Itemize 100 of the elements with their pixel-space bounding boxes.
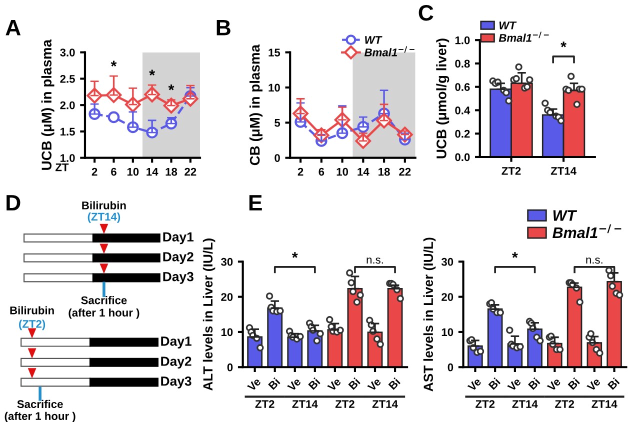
x-tick-label: Bi	[488, 377, 500, 390]
x-tick-label: ZT14	[550, 167, 576, 175]
x-tick-label: 6	[318, 168, 324, 176]
y-tick-label: 30	[220, 258, 233, 266]
y-tick-label: 2.0	[60, 101, 75, 110]
annotation: *	[149, 70, 156, 76]
legend-label: WT	[553, 210, 578, 221]
chart-title: A	[6, 20, 21, 36]
chart-title: E	[249, 195, 262, 210]
y-tick-label: 30	[441, 258, 454, 266]
y-tick-label: 10	[442, 328, 454, 336]
x-tick-label: Ve	[546, 377, 562, 392]
text: ZT14	[292, 400, 318, 408]
x-tick-label: Ve	[286, 377, 302, 392]
annotation: n.s.	[586, 258, 602, 264]
text: Day2	[161, 356, 192, 369]
text: (after 1 hour )	[4, 412, 76, 422]
legend-label: WT	[365, 36, 382, 44]
x-tick-label: 18	[166, 168, 178, 176]
y-axis-title: AST levels in Liver (IU/L)	[423, 238, 436, 392]
text: (after 1 hour )	[68, 308, 140, 319]
annotation: *	[110, 60, 117, 66]
chart-title: B	[216, 20, 230, 36]
text: Bilirubin	[10, 306, 54, 314]
y-tick-label: 20	[221, 293, 233, 301]
text: Day1	[161, 336, 192, 348]
x-tick-label: 14	[358, 168, 370, 176]
legend-label: Bmal1$^{−/−}$	[552, 224, 622, 238]
x-tick-label: 10	[336, 168, 348, 176]
y-tick-label: 5	[274, 119, 280, 127]
legend-label: WT	[499, 22, 517, 30]
text: Sacrifice	[81, 296, 127, 304]
y-axis-title: UCB (μM) in plasma	[41, 39, 54, 170]
x-tick-label: Bi	[308, 377, 320, 390]
text: *	[512, 252, 518, 258]
x-tick-label: 18	[378, 168, 390, 176]
x-tick-label: ZT2	[502, 167, 521, 175]
text: Day3	[161, 376, 192, 388]
x-tick-label: 2	[92, 168, 98, 176]
text: ZT2	[335, 400, 354, 408]
x-tick-label: Bi	[567, 377, 580, 390]
x-tick-label: Bi	[528, 377, 540, 390]
text: ZT2	[476, 400, 495, 408]
y-tick-label: 20	[442, 293, 454, 301]
y-tick-label: 0.6	[455, 83, 470, 91]
x-tick-label: Ve	[586, 377, 601, 392]
y-axis-title: UCB (μmol/g liver)	[436, 38, 450, 158]
y-tick-label: 1.5	[60, 128, 75, 136]
y-tick-label: 0.8	[455, 60, 470, 68]
text: Bilirubin	[82, 201, 126, 210]
text: Day1	[163, 232, 194, 244]
x-tick-label: 22	[184, 168, 196, 176]
text: Day2	[163, 252, 194, 264]
text: Sacrifice	[17, 400, 63, 408]
legend-label: Bmal1$^{−/−}$	[498, 32, 549, 42]
x-tick-label: 22	[399, 168, 411, 176]
y-axis-title: ALT levels in Liver (IU/L)	[202, 238, 216, 391]
y-tick-label: 0	[227, 363, 233, 372]
x-tick-label: Ve	[246, 377, 262, 392]
x-tick-label: Ve	[467, 377, 482, 392]
y-tick-label: 2.5	[60, 74, 75, 83]
x-tick-label: Ve	[367, 377, 382, 392]
text: (ZT2)	[19, 320, 46, 330]
text: D	[6, 195, 20, 210]
y-tick-label: 1.0	[60, 154, 75, 162]
x-tick-label: 14	[146, 168, 158, 176]
x-tick-label: 6	[111, 168, 116, 176]
y-tick-label: 1.0	[455, 36, 470, 44]
text: Day3	[163, 272, 194, 284]
x-tick-label: Ve	[327, 377, 342, 392]
x-tick-label: Bi	[348, 377, 360, 390]
y-tick-label: 0.4	[455, 106, 470, 114]
y-tick-label: 0.0	[455, 153, 470, 162]
chart-title: C	[418, 5, 434, 21]
y-tick-label: 0	[274, 154, 280, 162]
y-tick-label: 0	[448, 363, 454, 372]
x-tick-label: Bi	[607, 377, 620, 390]
annotation: *	[560, 42, 566, 48]
y-tick-label: 10	[221, 328, 233, 336]
annotation: *	[168, 84, 174, 90]
text: ZT14	[512, 400, 538, 408]
x-tick-label: 10	[127, 168, 139, 176]
y-tick-label: 15	[268, 48, 280, 56]
x-tick-label: 2	[298, 168, 304, 176]
y-tick-label: 3.0	[60, 48, 75, 56]
x-axis-title: ZT	[56, 164, 69, 172]
x-tick-label: Bi	[388, 377, 400, 390]
text: ZT2	[255, 400, 274, 408]
x-tick-label: Ve	[507, 377, 522, 392]
text: ZT2	[555, 400, 574, 408]
y-axis-title: CB (μM) in plasma	[250, 44, 262, 166]
x-tick-label: Bi	[268, 377, 280, 390]
y-tick-label: 0.2	[455, 130, 470, 138]
annotation: n.s.	[366, 258, 383, 264]
legend-label: Bmal1$^{−/−}$	[364, 46, 414, 56]
text: *	[292, 252, 298, 258]
text: ZT14	[372, 400, 398, 408]
text: ZT14	[592, 400, 618, 408]
y-tick-label: 10	[268, 84, 280, 92]
text: (ZT14)	[88, 212, 120, 223]
